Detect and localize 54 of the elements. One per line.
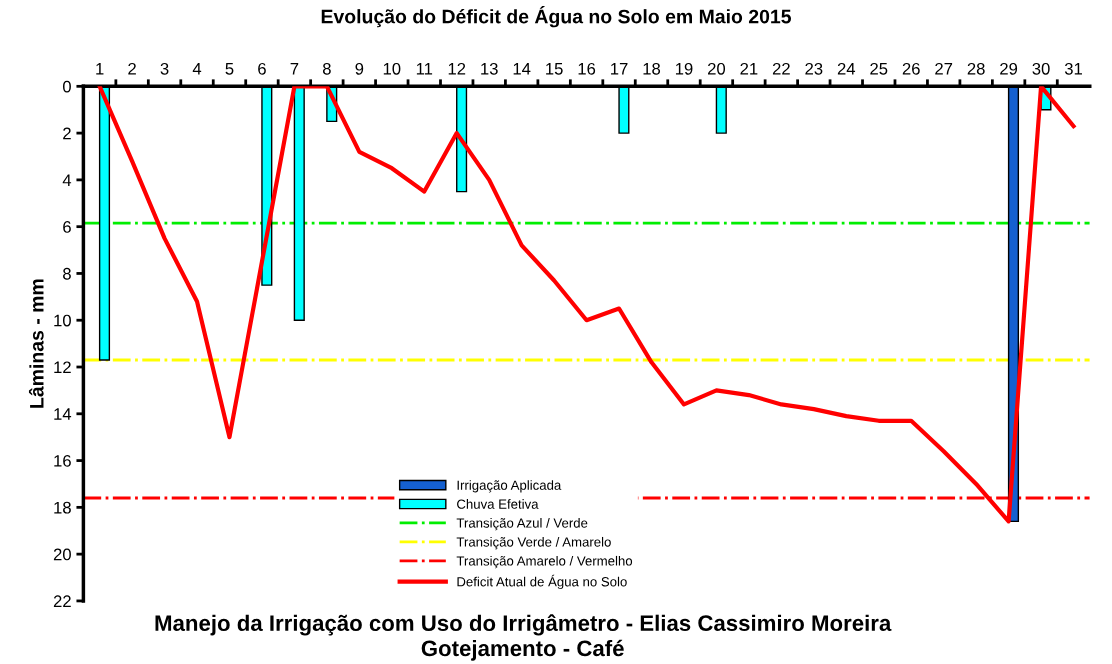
x-tick-label: 10 [383,62,401,75]
y-tick-label: 12 [54,361,71,374]
legend-label: Transição Verde / Amarelo [456,536,611,550]
x-tick-label: 19 [675,62,693,75]
x-tick-label: 29 [1000,62,1018,75]
legend-label: Irrigação Aplicada [457,480,562,493]
x-tick-label: 21 [740,62,758,75]
legend-label: Transição Amarelo / Vermelho [456,555,633,569]
x-tick-label: 25 [870,62,888,75]
y-tick-label: 20 [53,548,71,561]
y-tick-label: 22 [53,595,71,607]
legend-label: Transição Azul / Verde [456,518,588,531]
x-tick-label: 16 [578,62,596,75]
chart-title: Evolução do Déficit de Água no Solo em Maio 2015 [321,6,792,28]
x-tick-label: 17 [611,63,628,75]
x-tick-label: 11 [416,63,433,75]
x-tick-label: 27 [935,62,953,75]
y-tick-label: 18 [54,501,71,514]
text: Manejo da Irrigação com Uso do Irrigâmetro - Elias Cassimiro Moreira [155,614,892,636]
x-tick-label: 31 [1064,62,1082,75]
y-tick-label: 6 [63,221,71,233]
y-tick-label: 8 [63,267,71,280]
text: Gotejamento - Café [421,639,624,661]
legend-label: Deficit Atual de Água no Solo [457,574,627,590]
x-tick-label: 23 [805,62,823,75]
x-tick-label: 3 [160,62,169,75]
bar [293,86,305,321]
x-tick-label: 24 [837,62,856,75]
x-tick-label: 26 [902,62,920,75]
x-tick-label: 1 [96,63,104,75]
x-tick-label: 20 [708,62,726,75]
x-tick-label: 6 [258,62,266,75]
x-tick-label: 7 [290,63,299,75]
y-tick-label: 14 [54,408,72,420]
x-tick-label: 9 [355,62,364,75]
x-tick-label: 8 [322,62,331,75]
x-tick-label: 18 [643,62,661,75]
y-tick-label: 0 [62,80,71,93]
y-tick-label: 2 [63,127,71,140]
x-tick-label: 12 [448,62,466,75]
x-tick-label: 13 [481,62,498,75]
x-tick-label: 4 [192,63,202,75]
x-tick-label: 30 [1032,62,1050,75]
legend-label: Chuva Efetiva [457,499,539,509]
y-tick-label: 4 [62,174,72,186]
x-tick-label: 14 [513,63,531,75]
y-tick-label: 16 [54,454,71,467]
x-tick-label: 15 [546,63,563,75]
y-tick-label: 10 [54,314,71,327]
x-tick-label: 5 [225,63,234,75]
x-tick-label: 22 [772,62,790,75]
x-tick-label: 28 [967,62,985,75]
y-axis-title: Lâminas - mm [28,279,44,408]
x-tick-label: 2 [128,62,136,75]
